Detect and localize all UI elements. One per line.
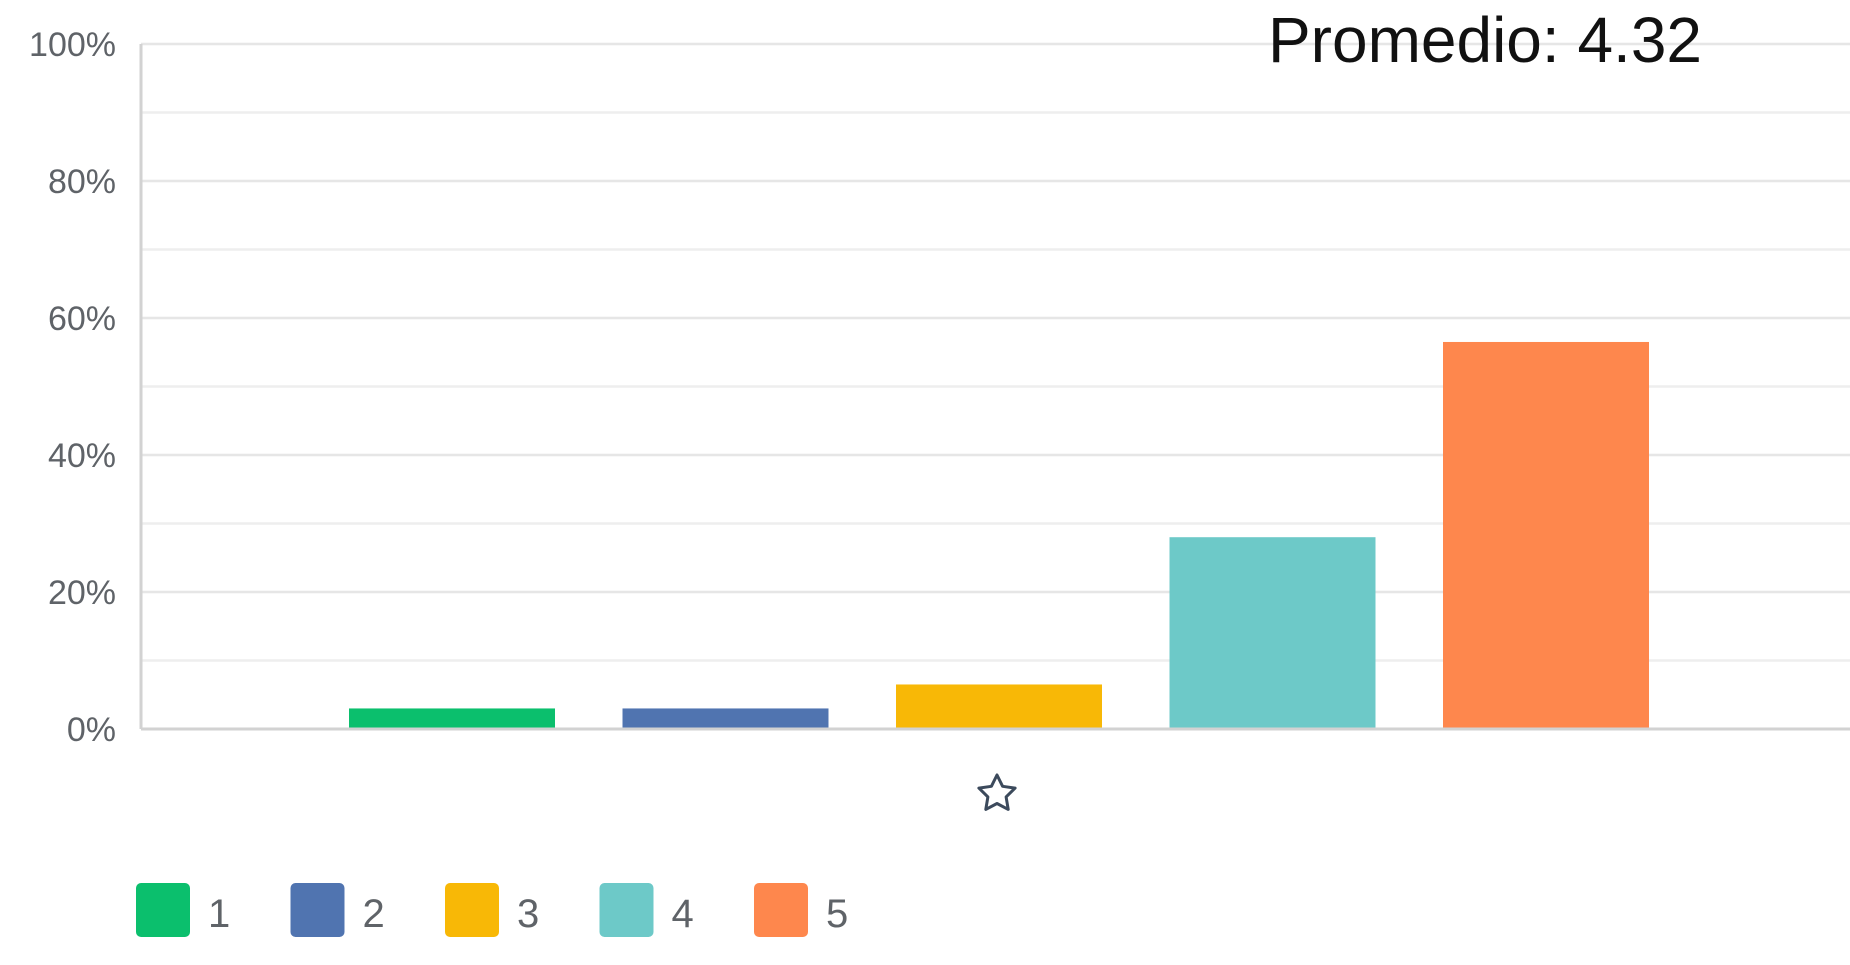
legend-label-2: 2 <box>363 892 385 936</box>
legend-label-1: 1 <box>208 892 230 936</box>
legend: 1 2 3 4 5 <box>136 883 848 937</box>
y-tick-label: 100% <box>29 26 116 64</box>
gridlines <box>141 42 1850 662</box>
y-tick-label: 80% <box>48 163 116 201</box>
bars <box>349 341 1649 729</box>
legend-swatch-3 <box>445 883 499 937</box>
bar-3 <box>896 684 1102 729</box>
y-axis-tick-labels: 0% 20% 40% 60% 80% 100% <box>29 26 116 749</box>
legend-swatch-5 <box>754 883 808 937</box>
star-outline-icon <box>977 773 1017 811</box>
bar-1 <box>349 708 555 729</box>
y-tick-label: 40% <box>48 437 116 475</box>
legend-swatch-1 <box>136 883 190 937</box>
y-tick-label: 60% <box>48 300 116 338</box>
legend-swatch-2 <box>290 883 345 937</box>
y-tick-label: 0% <box>67 711 116 749</box>
legend-label-4: 4 <box>672 892 694 936</box>
bar-2 <box>622 708 829 729</box>
legend-label-5: 5 <box>826 892 848 936</box>
bar-5 <box>1443 341 1649 729</box>
y-tick-label: 20% <box>48 574 116 612</box>
average-annotation: Promedio: 4.32 <box>1268 4 1702 76</box>
legend-label-3: 3 <box>517 892 539 936</box>
legend-swatch-4 <box>599 883 654 937</box>
bar-4 <box>1169 537 1376 729</box>
